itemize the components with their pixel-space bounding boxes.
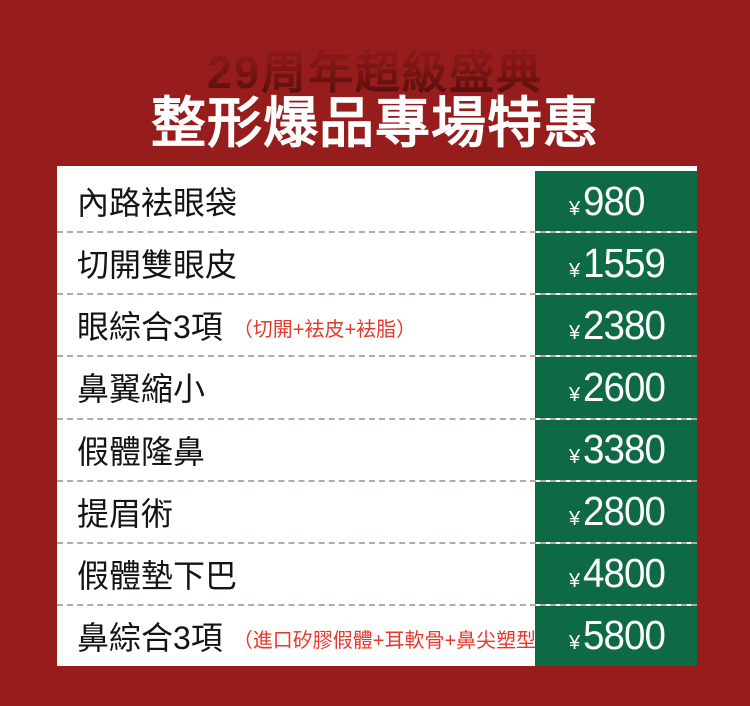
service-cell: 切開雙眼皮 <box>57 233 535 293</box>
price-amount: 4800 <box>583 550 666 597</box>
service-label: 眼綜合3項 <box>77 309 223 346</box>
price: ¥ 2800 <box>569 491 670 532</box>
table-row: 眼綜合3項 （切開+袪皮+袪脂） ¥ 2380 <box>57 293 697 356</box>
service-note: （進口矽膠假體+耳軟骨+鼻尖塑型） <box>232 629 557 652</box>
currency-symbol: ¥ <box>569 321 581 344</box>
table-row: 鼻綜合3項 （進口矽膠假體+耳軟骨+鼻尖塑型） ¥ 5800 <box>57 603 697 666</box>
price-cell: ¥ 4800 <box>535 543 697 604</box>
table-row: 鼻翼縮小 ¥ 2600 <box>57 355 697 418</box>
currency-symbol: ¥ <box>569 632 581 655</box>
price: ¥ 5800 <box>569 615 670 656</box>
price-cell: ¥ 3380 <box>535 419 697 480</box>
table-row: 切開雙眼皮 ¥ 1559 <box>57 231 697 294</box>
price-amount: 980 <box>583 177 645 224</box>
price: ¥ 1559 <box>569 239 670 286</box>
price-amount: 2380 <box>583 301 666 348</box>
price: ¥ 2600 <box>569 363 670 410</box>
service-label: 假體墊下巴 <box>77 557 238 594</box>
price-amount: 1559 <box>583 239 666 286</box>
table-row: 假體隆鼻 ¥ 3380 <box>57 417 697 480</box>
service-cell: 提眉術 <box>57 482 535 542</box>
service-label: 切開雙眼皮 <box>77 247 238 284</box>
price-cell: ¥ 2800 <box>535 481 697 542</box>
price-cell: ¥ 5800 <box>535 605 697 666</box>
currency-symbol: ¥ <box>569 259 581 282</box>
service-cell: 鼻翼縮小 <box>57 357 535 417</box>
table-row: 內路袪眼袋 ¥ 980 <box>57 171 697 232</box>
price: ¥ 4800 <box>569 553 670 594</box>
service-cell: 假體墊下巴 <box>57 544 535 604</box>
service-label: 提眉術 <box>77 495 174 532</box>
service-label: 假體隆鼻 <box>77 433 206 470</box>
price-cell: ¥ 2380 <box>535 295 697 356</box>
service-label: 鼻綜合3項 <box>77 619 223 656</box>
table-row: 假體墊下巴 ¥ 4800 <box>57 541 697 604</box>
service-label: 內路袪眼袋 <box>77 185 238 222</box>
service-note: （切開+袪皮+袪脂） <box>232 319 417 342</box>
price: ¥ 2380 <box>569 301 670 348</box>
price-cell: ¥ 980 <box>535 171 697 232</box>
price: ¥ 3380 <box>569 429 670 470</box>
price-amount: 2600 <box>583 363 666 410</box>
service-label: 鼻翼縮小 <box>77 371 206 408</box>
currency-symbol: ¥ <box>569 508 581 531</box>
service-cell: 眼綜合3項 （切開+袪皮+袪脂） <box>57 295 535 355</box>
table-row: 提眉術 ¥ 2800 <box>57 479 697 542</box>
price-cell: ¥ 1559 <box>535 233 697 294</box>
anniversary-subtitle: 29周年超級盛典 <box>0 36 750 101</box>
currency-symbol: ¥ <box>569 197 581 220</box>
currency-symbol: ¥ <box>569 446 581 469</box>
service-cell: 假體隆鼻 <box>57 420 535 480</box>
price-table: 內路袪眼袋 ¥ 980 切開雙眼皮 ¥ 1559 眼綜合3項 （切開+袪皮+袪脂… <box>57 166 697 666</box>
service-cell: 鼻綜合3項 （進口矽膠假體+耳軟骨+鼻尖塑型） <box>57 606 556 666</box>
price-amount: 3380 <box>583 426 666 473</box>
price-amount: 5800 <box>583 612 666 659</box>
currency-symbol: ¥ <box>569 570 581 593</box>
page-title: 整形爆品專場特惠 <box>150 92 599 154</box>
service-cell: 內路袪眼袋 <box>57 171 535 231</box>
currency-symbol: ¥ <box>569 383 581 406</box>
price-amount: 2800 <box>583 488 666 535</box>
price: ¥ 980 <box>569 177 649 224</box>
price-cell: ¥ 2600 <box>535 357 697 418</box>
